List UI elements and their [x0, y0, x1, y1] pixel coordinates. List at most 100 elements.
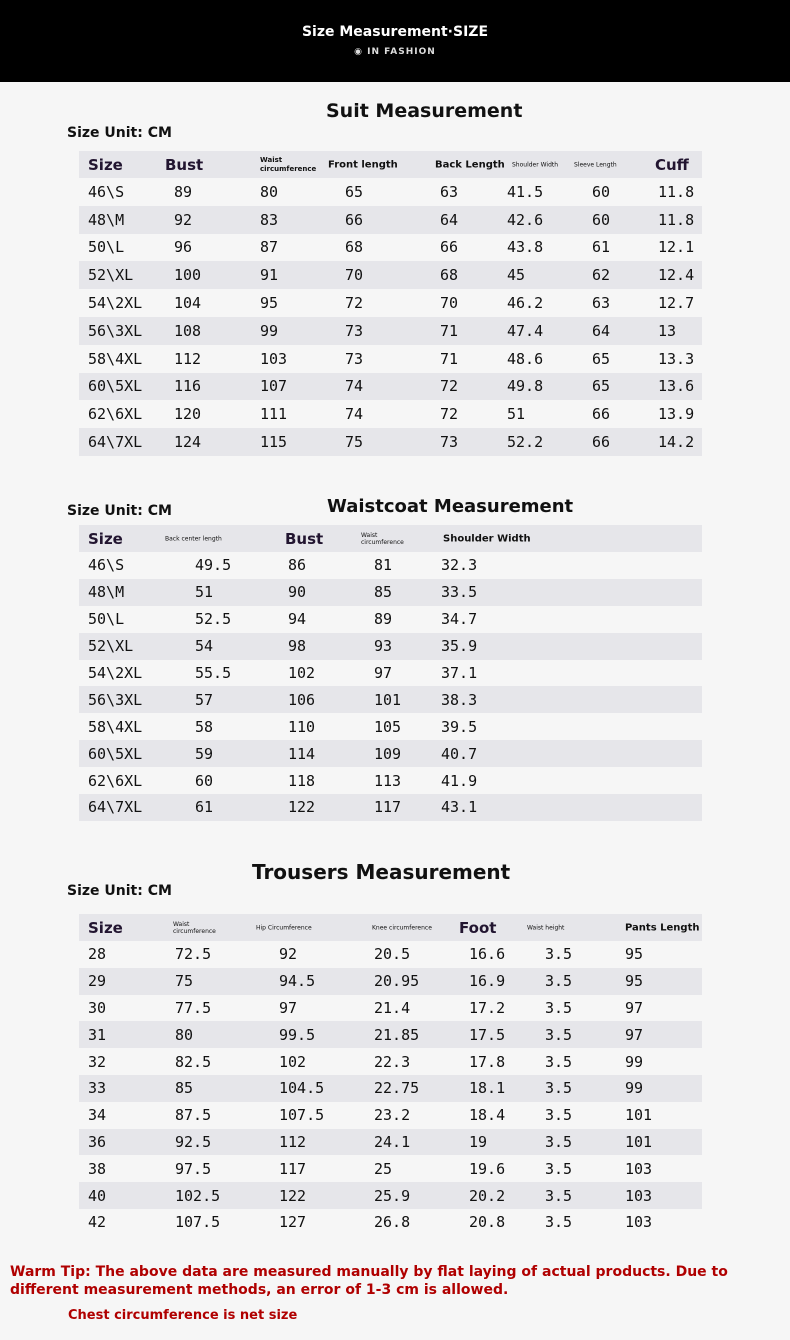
- table-cell: 17.2: [469, 998, 506, 1017]
- table-cell: 109: [374, 744, 402, 763]
- table-cell: 65: [592, 349, 611, 368]
- table-cell: 25: [374, 1159, 393, 1178]
- table-cell: 72: [345, 294, 364, 313]
- table-cell: 60: [195, 771, 214, 790]
- table-cell: 102: [279, 1052, 307, 1071]
- table-cell: 98: [288, 637, 307, 656]
- table-cell: 110: [288, 717, 316, 736]
- table-cell: 29: [88, 972, 107, 991]
- table-cell: 106: [288, 690, 316, 709]
- table-cell: 85: [374, 583, 393, 602]
- table-row: 58\4XL 58 110 105 39.5: [79, 713, 702, 740]
- table-row: 50\L 96 87 68 66 43.8 61 12.1: [79, 234, 702, 262]
- table-cell: 52\XL: [88, 637, 134, 656]
- table-cell: 32.3: [441, 556, 478, 575]
- table-cell: 56\3XL: [88, 690, 143, 709]
- table-cell: 11.8: [658, 210, 695, 229]
- table-cell: 43.8: [507, 238, 544, 257]
- chest-note: Chest circumference is net size: [68, 1308, 298, 1323]
- table-cell: 58\4XL: [88, 717, 143, 736]
- table-cell: 89: [374, 610, 393, 629]
- column-header: Shoulder Width: [512, 161, 559, 168]
- table-cell: 55.5: [195, 664, 232, 682]
- table-cell: 42.6: [507, 210, 544, 229]
- table-cell: 92: [174, 210, 193, 229]
- table-cell: 51: [507, 405, 526, 424]
- table-cell: 3.5: [545, 945, 573, 964]
- table-cell: 72: [440, 405, 459, 424]
- table-row: 60\5XL 116 107 74 72 49.8 65 13.6: [79, 372, 702, 401]
- table-cell: 85: [175, 1079, 194, 1098]
- table-cell: 13.9: [658, 405, 695, 424]
- column-header: Sleeve Length: [574, 161, 617, 168]
- table-row: 38 97.5 117 25 19.6 3.5 103: [79, 1155, 702, 1182]
- table-cell: 80: [175, 1025, 194, 1044]
- table-cell: 71: [440, 321, 459, 340]
- table-cell: 34.7: [441, 610, 478, 629]
- table-cell: 54\2XL: [88, 664, 143, 682]
- table-cell: 13.3: [658, 349, 695, 368]
- table-row: 58\4XL 112 103 73 71 48.6 65 13.3: [79, 345, 702, 373]
- table-row: 52\XL 54 98 93 35.9: [79, 632, 702, 660]
- table-cell: 62\6XL: [88, 405, 143, 424]
- table-cell: 73: [345, 349, 364, 368]
- table-cell: 70: [440, 294, 459, 313]
- table-cell: 36: [88, 1132, 107, 1151]
- table-cell: 92: [279, 945, 298, 964]
- table-cell: 66: [345, 210, 364, 229]
- table-cell: 99: [625, 1052, 644, 1071]
- table-cell: 74: [345, 377, 364, 396]
- table-cell: 13: [658, 321, 677, 340]
- table-cell: 31: [88, 1025, 107, 1044]
- table-cell: 24.1: [374, 1132, 411, 1151]
- table-cell: 32: [88, 1052, 107, 1071]
- table-cell: 102.5: [175, 1186, 221, 1205]
- banner-title: Size Measurement·SIZE: [301, 24, 489, 40]
- table-cell: 19.6: [469, 1159, 506, 1178]
- table-cell: 113: [374, 771, 402, 790]
- table-cell: 89: [174, 182, 193, 201]
- table-cell: 12.1: [658, 238, 695, 257]
- table-row: 56\3XL 108 99 73 71 47.4 64 13: [79, 316, 702, 345]
- table-cell: 73: [440, 433, 459, 452]
- trousers-unit: Size Unit: CM: [67, 883, 172, 899]
- table-cell: 101: [374, 690, 402, 709]
- table-cell: 3.5: [545, 1186, 573, 1205]
- table-cell: 96: [174, 238, 193, 257]
- table-cell: 23.2: [374, 1106, 411, 1125]
- table-cell: 50\L: [88, 610, 125, 629]
- column-header: Knee circumference: [372, 924, 432, 931]
- table-cell: 81: [374, 556, 393, 575]
- table-cell: 107.5: [175, 1213, 221, 1232]
- table-cell: 33.5: [441, 583, 478, 602]
- table-cell: 51: [195, 583, 214, 602]
- table-cell: 117: [279, 1159, 307, 1178]
- table-cell: 41.9: [441, 771, 478, 790]
- table-cell: 14.2: [658, 433, 695, 452]
- table-cell: 66: [592, 433, 611, 452]
- table-cell: 101: [625, 1132, 653, 1151]
- table-cell: 86: [288, 556, 307, 575]
- table-cell: 92.5: [175, 1132, 212, 1151]
- table-cell: 75: [175, 972, 194, 991]
- table-cell: 80: [260, 182, 279, 201]
- column-header: Size: [88, 155, 123, 174]
- table-cell: 21.4: [374, 998, 411, 1017]
- table-cell: 64\7XL: [88, 433, 143, 452]
- table-row: 64\7XL 124 115 75 73 52.2 66 14.2: [79, 428, 702, 456]
- table-cell: 48\M: [88, 583, 125, 602]
- table-cell: 62: [592, 266, 611, 285]
- table-cell: 16.9: [469, 972, 506, 991]
- table-cell: 97: [279, 998, 298, 1017]
- table-cell: 50\L: [88, 238, 125, 257]
- table-cell: 46\S: [88, 182, 125, 201]
- table-cell: 35.9: [441, 637, 478, 656]
- table-cell: 42: [88, 1213, 107, 1232]
- table-cell: 99: [625, 1079, 644, 1098]
- table-cell: 11.8: [658, 182, 695, 201]
- table-cell: 87: [260, 238, 279, 257]
- suit-table: Size Bust Waist circumference Front length B…: [79, 151, 702, 456]
- table-cell: 94: [288, 610, 307, 629]
- table-cell: 65: [592, 377, 611, 396]
- table-cell: 66: [592, 405, 611, 424]
